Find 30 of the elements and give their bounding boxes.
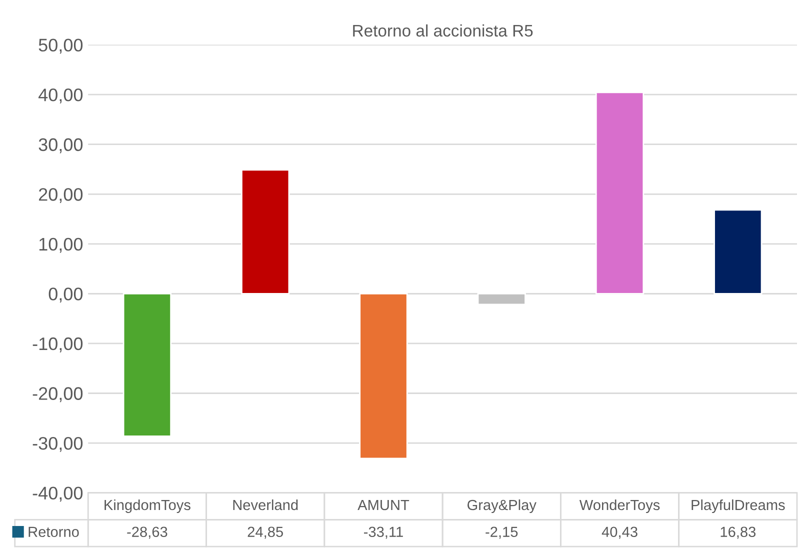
x-tick-label: Neverland — [233, 499, 298, 510]
y-tick-label: -20,00 — [32, 387, 83, 402]
x-tick-label: Gray&Play — [468, 499, 536, 514]
x-tick-label: AMUNT — [358, 500, 410, 510]
y-tick-label: 40,00 — [38, 88, 83, 104]
data-label: 40,43 — [602, 526, 638, 539]
x-tick-label: KingdomToys — [104, 499, 190, 514]
y-tick-label: -10,00 — [32, 337, 83, 352]
chart-title: Retorno al accionista R5 — [353, 24, 533, 37]
bar — [477, 292, 526, 306]
y-tick-label: 10,00 — [39, 238, 83, 253]
bar — [359, 292, 408, 460]
bar — [241, 169, 290, 294]
y-tick-label: 20,00 — [38, 188, 83, 203]
y-tick-label: 50,00 — [38, 38, 83, 54]
bar — [595, 92, 644, 294]
text: Retorno — [28, 526, 79, 538]
y-tick-label: -40,00 — [32, 486, 83, 502]
data-label: -28,63 — [127, 526, 168, 539]
y-tick-label: 30,00 — [38, 138, 83, 154]
y-tick-label: 0,00 — [48, 288, 83, 303]
data-label: 24,85 — [248, 526, 283, 539]
y-tick-label: -30,00 — [32, 436, 83, 452]
x-tick-label: PlayfulDreams — [692, 499, 785, 514]
data-label: 16,83 — [720, 526, 756, 539]
bar — [714, 209, 762, 294]
bar — [122, 292, 172, 437]
data-label: -2,15 — [486, 526, 518, 539]
data-label: -33,11 — [364, 526, 403, 539]
x-tick-label: WonderToys — [579, 499, 660, 514]
